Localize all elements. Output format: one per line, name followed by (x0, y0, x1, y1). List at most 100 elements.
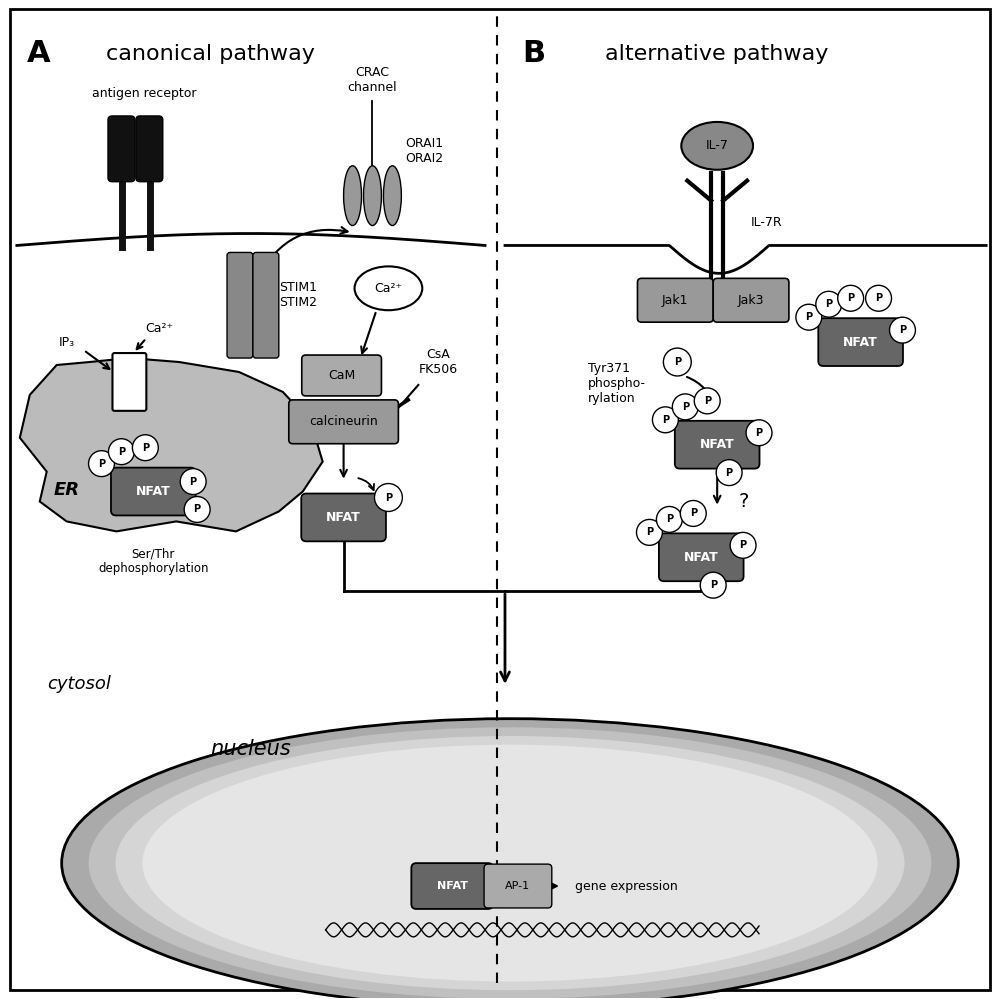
Circle shape (184, 497, 210, 522)
Text: nucleus: nucleus (211, 738, 291, 758)
Text: IL-7R: IL-7R (751, 216, 783, 229)
FancyBboxPatch shape (713, 279, 789, 322)
FancyBboxPatch shape (484, 864, 552, 908)
Circle shape (108, 439, 134, 465)
Text: Tyr371
phospho-
rylation: Tyr371 phospho- rylation (588, 362, 646, 405)
Circle shape (180, 469, 206, 495)
Text: antigen receptor: antigen receptor (92, 87, 196, 100)
Text: ORAI1
ORAI2: ORAI1 ORAI2 (405, 137, 443, 165)
FancyBboxPatch shape (108, 116, 135, 182)
Text: NFAT: NFAT (684, 550, 719, 563)
Text: P: P (704, 396, 711, 406)
Text: CaM: CaM (328, 369, 355, 382)
FancyBboxPatch shape (112, 353, 146, 411)
Text: P: P (194, 504, 201, 514)
Text: P: P (646, 527, 653, 537)
Ellipse shape (62, 718, 958, 999)
Circle shape (132, 435, 158, 461)
Polygon shape (20, 358, 323, 531)
FancyBboxPatch shape (637, 279, 713, 322)
Text: NFAT: NFAT (136, 486, 171, 499)
Text: CRAC
channel: CRAC channel (348, 66, 397, 94)
Ellipse shape (681, 122, 753, 170)
Text: AP-1: AP-1 (505, 881, 530, 891)
Text: P: P (740, 540, 747, 550)
Text: P: P (726, 468, 733, 478)
FancyBboxPatch shape (301, 494, 386, 541)
Text: calcineurin: calcineurin (309, 416, 378, 429)
Text: A: A (27, 39, 50, 68)
Circle shape (890, 318, 915, 343)
Ellipse shape (344, 166, 362, 226)
Text: Ca²⁺: Ca²⁺ (374, 282, 402, 295)
Text: NFAT: NFAT (326, 510, 361, 523)
Circle shape (694, 388, 720, 414)
Text: ?: ? (739, 492, 749, 511)
Text: P: P (190, 477, 197, 487)
Text: P: P (674, 357, 681, 367)
Circle shape (796, 305, 822, 330)
Circle shape (636, 519, 662, 545)
Circle shape (746, 420, 772, 446)
Circle shape (866, 286, 892, 312)
Circle shape (730, 532, 756, 558)
Text: P: P (690, 508, 697, 518)
Circle shape (652, 407, 678, 433)
FancyBboxPatch shape (818, 319, 903, 366)
Ellipse shape (142, 744, 878, 982)
Text: P: P (755, 428, 763, 438)
Text: P: P (662, 415, 669, 425)
Circle shape (838, 286, 864, 312)
Circle shape (374, 484, 402, 511)
Text: Ca²⁺: Ca²⁺ (145, 322, 173, 335)
Circle shape (816, 292, 842, 318)
Ellipse shape (115, 736, 904, 990)
Ellipse shape (383, 166, 401, 226)
Text: NFAT: NFAT (437, 881, 468, 891)
FancyBboxPatch shape (111, 468, 196, 515)
Text: P: P (118, 447, 125, 457)
Text: P: P (875, 294, 882, 304)
Text: P: P (825, 300, 832, 310)
Circle shape (656, 506, 682, 532)
Text: cytosol: cytosol (47, 674, 111, 692)
Ellipse shape (355, 267, 422, 311)
Text: P: P (805, 313, 812, 323)
Text: IP₃: IP₃ (59, 336, 75, 349)
Ellipse shape (364, 166, 381, 226)
FancyBboxPatch shape (302, 355, 381, 396)
Text: IL-7: IL-7 (706, 139, 729, 152)
Text: B: B (522, 39, 545, 68)
Text: NFAT: NFAT (700, 439, 735, 452)
Text: STIM1
STIM2: STIM1 STIM2 (279, 282, 317, 310)
Circle shape (89, 451, 114, 477)
FancyBboxPatch shape (136, 116, 163, 182)
Text: ER: ER (54, 481, 80, 499)
Text: P: P (899, 325, 906, 335)
Text: P: P (98, 459, 105, 469)
Text: CsA
FK506: CsA FK506 (419, 348, 458, 376)
Ellipse shape (89, 727, 931, 999)
FancyBboxPatch shape (10, 9, 990, 990)
Text: NFAT: NFAT (843, 336, 878, 349)
FancyBboxPatch shape (253, 253, 279, 358)
FancyBboxPatch shape (675, 421, 760, 469)
Circle shape (663, 348, 691, 376)
Text: P: P (666, 514, 673, 524)
Circle shape (716, 460, 742, 486)
Text: gene expression: gene expression (575, 879, 677, 892)
Circle shape (700, 572, 726, 598)
Text: P: P (142, 443, 149, 453)
FancyBboxPatch shape (411, 863, 493, 909)
Text: P: P (710, 580, 717, 590)
Circle shape (672, 394, 698, 420)
Circle shape (680, 500, 706, 526)
FancyBboxPatch shape (289, 400, 398, 444)
Text: Jak3: Jak3 (738, 294, 764, 307)
Text: canonical pathway: canonical pathway (106, 44, 315, 64)
Text: Ser/Thr
dephosphorylation: Ser/Thr dephosphorylation (98, 547, 209, 575)
Text: Jak1: Jak1 (662, 294, 689, 307)
Text: alternative pathway: alternative pathway (605, 44, 828, 64)
Text: P: P (385, 493, 392, 502)
Text: P: P (682, 402, 689, 412)
